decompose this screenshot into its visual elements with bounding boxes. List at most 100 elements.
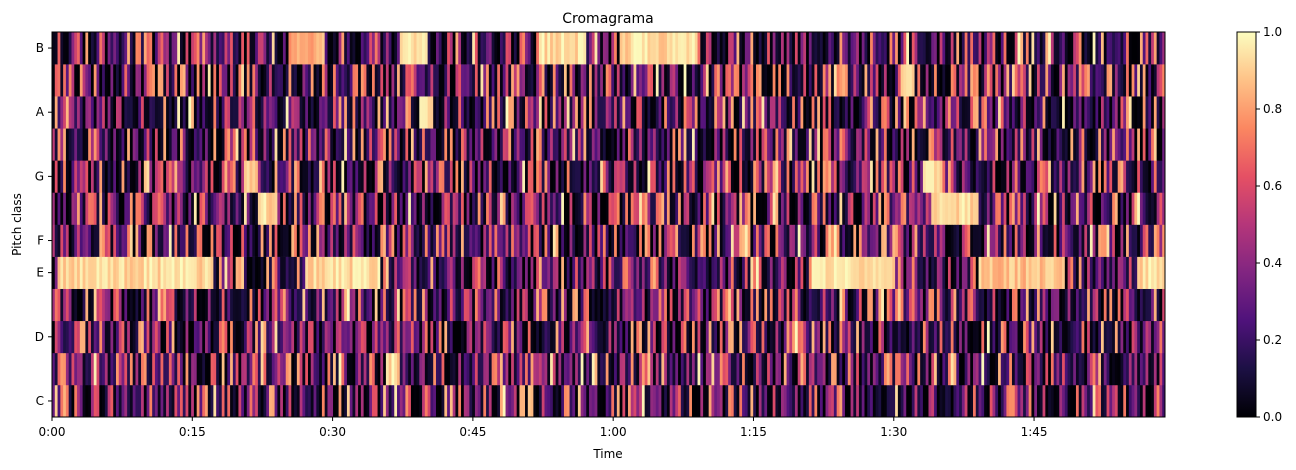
heatmap-cell	[77, 224, 81, 257]
heatmap-cell	[686, 96, 690, 129]
x-tick-label: 0:30	[319, 425, 346, 439]
heatmap-cell	[68, 64, 72, 97]
heatmap-cell	[547, 128, 551, 161]
heatmap-cell	[544, 352, 548, 386]
heatmap-cell	[1039, 352, 1043, 386]
heatmap-cell	[541, 224, 545, 257]
heatmap-cell	[452, 384, 456, 418]
heatmap-cell	[444, 384, 448, 418]
heatmap-cell	[700, 192, 704, 225]
heatmap-cell	[74, 352, 78, 386]
heatmap-cell	[522, 288, 526, 322]
heatmap-cell	[683, 224, 687, 257]
heatmap-cell	[622, 160, 626, 193]
heatmap-cell	[1128, 32, 1133, 65]
heatmap-cell	[335, 96, 339, 129]
heatmap-cell	[213, 96, 217, 129]
heatmap-cell	[180, 256, 184, 289]
heatmap-cell	[397, 32, 401, 65]
heatmap-cell	[1042, 384, 1046, 418]
heatmap-cell	[1037, 352, 1041, 386]
heatmap-cell	[1009, 160, 1013, 193]
heatmap-cell	[878, 256, 882, 289]
heatmap-cell	[728, 384, 732, 418]
heatmap-cell	[622, 96, 626, 129]
heatmap-cell	[1156, 32, 1160, 65]
heatmap-cell	[205, 128, 209, 161]
heatmap-cell	[402, 224, 406, 257]
heatmap-cell	[577, 288, 582, 322]
heatmap-cell	[461, 320, 465, 354]
heatmap-cell	[1095, 128, 1099, 161]
heatmap-cell	[917, 320, 921, 354]
heatmap-cell	[563, 64, 568, 97]
heatmap-cell	[608, 192, 612, 225]
heatmap-cell	[808, 160, 813, 193]
heatmap-cell	[305, 256, 309, 289]
heatmap-cell	[819, 96, 824, 129]
heatmap-cell	[722, 192, 726, 225]
heatmap-cell	[480, 64, 484, 97]
heatmap-cell	[569, 32, 573, 65]
heatmap-cell	[280, 96, 284, 129]
heatmap-cell	[847, 224, 851, 257]
heatmap-cell	[266, 352, 270, 386]
heatmap-cell	[594, 192, 598, 225]
heatmap-cell	[563, 128, 568, 161]
heatmap-cell	[600, 160, 604, 193]
heatmap-cell	[243, 224, 248, 257]
heatmap-cell	[1073, 224, 1077, 257]
heatmap-cell	[441, 96, 445, 129]
heatmap-cell	[129, 32, 134, 65]
heatmap-cell	[981, 160, 985, 193]
heatmap-cell	[502, 160, 506, 193]
heatmap-cell	[143, 224, 147, 257]
heatmap-cell	[995, 384, 999, 418]
heatmap-cell	[591, 288, 595, 322]
heatmap-cell	[1134, 128, 1138, 161]
heatmap-cell	[302, 128, 306, 161]
heatmap-cell	[594, 128, 598, 161]
heatmap-cell	[341, 32, 345, 65]
x-axis-label: Time	[592, 447, 622, 461]
heatmap-cell	[742, 288, 746, 322]
heatmap-cell	[1006, 160, 1010, 193]
heatmap-cell	[964, 384, 968, 418]
heatmap-cell	[650, 384, 654, 418]
heatmap-cell	[177, 384, 181, 418]
heatmap-cell	[1067, 160, 1071, 193]
heatmap-cell	[1098, 128, 1102, 161]
heatmap-cell	[722, 256, 726, 289]
heatmap-cell	[152, 96, 156, 129]
heatmap-cell	[513, 192, 518, 225]
heatmap-cell	[781, 64, 785, 97]
heatmap-cell	[1095, 320, 1099, 354]
heatmap-cell	[783, 320, 787, 354]
heatmap-cell	[394, 320, 398, 354]
heatmap-cell	[625, 128, 629, 161]
heatmap-cell	[616, 128, 621, 161]
heatmap-cell	[845, 96, 849, 129]
heatmap-cell	[822, 32, 826, 65]
heatmap-cell	[505, 256, 509, 289]
heatmap-cell	[895, 96, 899, 129]
heatmap-cell	[942, 256, 946, 289]
heatmap-cell	[961, 64, 966, 97]
heatmap-cell	[461, 192, 465, 225]
heatmap-cell	[722, 160, 726, 193]
heatmap-cell	[210, 160, 214, 193]
heatmap-cell	[480, 128, 484, 161]
heatmap-cell	[391, 64, 395, 97]
heatmap-cell	[1014, 352, 1018, 386]
heatmap-cell	[767, 352, 771, 386]
heatmap-cell	[906, 32, 910, 65]
heatmap-cell	[472, 352, 476, 386]
heatmap-cell	[511, 192, 515, 225]
heatmap-cell	[447, 64, 451, 97]
heatmap-cell	[82, 352, 86, 386]
heatmap-cell	[833, 288, 838, 322]
heatmap-cell	[1148, 288, 1152, 322]
heatmap-cell	[472, 64, 476, 97]
heatmap-cell	[449, 224, 454, 257]
heatmap-cell	[589, 256, 593, 289]
